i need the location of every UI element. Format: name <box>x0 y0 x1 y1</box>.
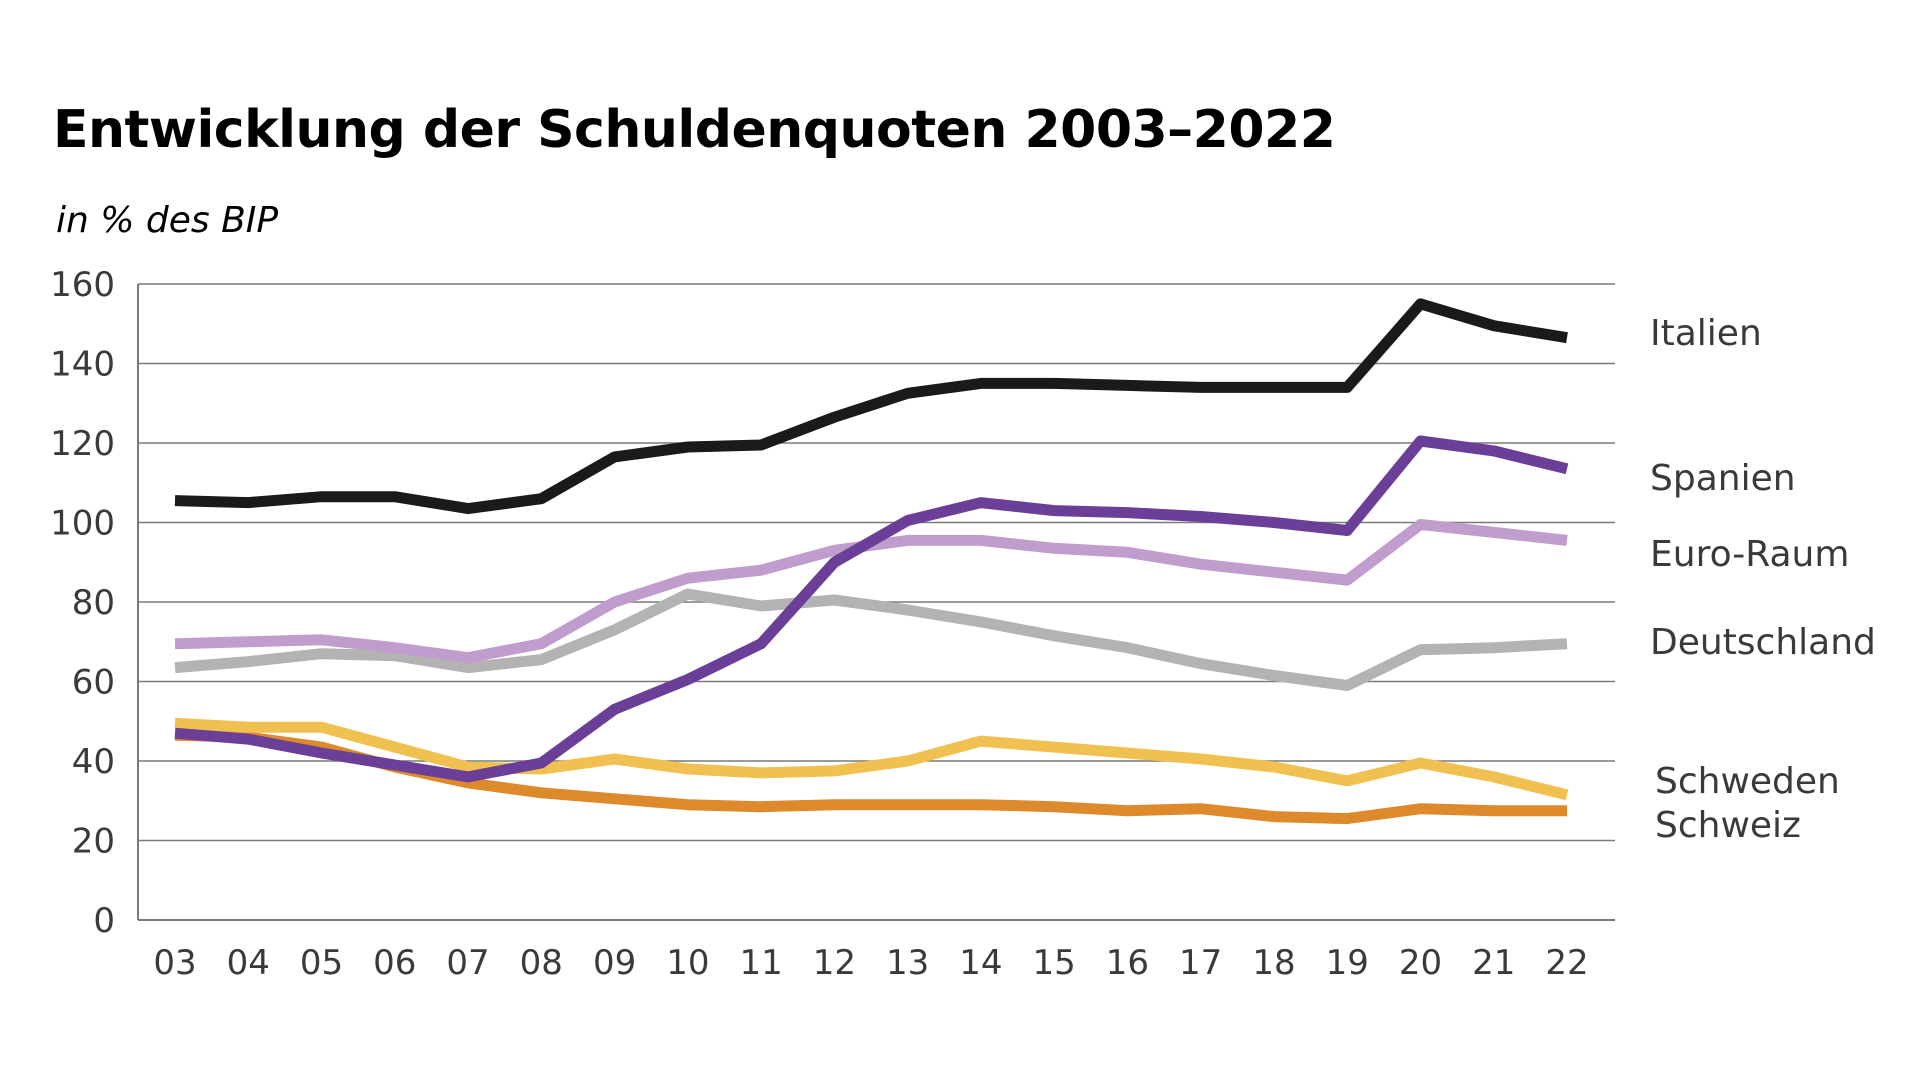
series-label-schweden: Schweden <box>1655 761 1840 802</box>
x-tick-label: 10 <box>666 943 709 983</box>
series-label-schweiz: Schweiz <box>1655 805 1801 846</box>
x-tick-label: 11 <box>739 943 782 983</box>
x-tick-label: 20 <box>1399 943 1442 983</box>
axes: 0 20 40 60 80 100 120 140 160 03 04 05 06 07 08 09 10 11 1… <box>50 265 1615 983</box>
x-tick-label: 21 <box>1472 943 1515 983</box>
chart-subtitle: in % des BIP <box>56 200 279 241</box>
x-tick-label: 19 <box>1326 943 1369 983</box>
series-label-euro-raum: Euro-Raum <box>1650 534 1849 575</box>
y-tick-label: 60 <box>72 663 115 703</box>
series-labels: Italien Spanien Euro-Raum Deutschland Schwed… <box>1650 313 1876 846</box>
y-tick-label: 160 <box>50 265 115 305</box>
x-tick-label: 05 <box>300 943 343 983</box>
series-label-italien: Italien <box>1650 313 1762 354</box>
y-tick-label: 80 <box>72 583 115 623</box>
x-tick-label: 04 <box>227 943 270 983</box>
series-lines <box>174 298 1569 825</box>
y-tick-label: 40 <box>72 742 115 782</box>
y-tick-label: 120 <box>50 424 115 464</box>
y-tick-label: 20 <box>72 822 115 862</box>
series-line-spanien <box>174 435 1569 783</box>
series-line-schweden <box>174 717 1569 801</box>
x-tick-label: 15 <box>1033 943 1076 983</box>
chart-title: Entwicklung der Schuldenquoten 2003–2022 <box>53 100 1336 160</box>
x-tick-label: 08 <box>520 943 563 983</box>
y-tick-label: 100 <box>50 504 115 544</box>
x-tick-label: 22 <box>1545 943 1588 983</box>
x-tick-label: 06 <box>373 943 416 983</box>
y-tick-label: 0 <box>93 901 115 941</box>
x-tick-label: 18 <box>1252 943 1295 983</box>
series-label-spanien: Spanien <box>1650 458 1796 499</box>
x-tick-label: 09 <box>593 943 636 983</box>
x-tick-label: 07 <box>446 943 489 983</box>
x-tick-label: 17 <box>1179 943 1222 983</box>
x-tick-label: 12 <box>813 943 856 983</box>
x-tick-label: 03 <box>153 943 196 983</box>
y-tick-label: 140 <box>50 345 115 385</box>
x-tick-label: 16 <box>1106 943 1149 983</box>
series-label-deutschland: Deutschland <box>1650 622 1876 663</box>
series-line-deutschland <box>174 588 1568 691</box>
series-line-italien <box>174 298 1568 515</box>
x-tick-label: 14 <box>959 943 1002 983</box>
x-tick-label: 13 <box>886 943 929 983</box>
